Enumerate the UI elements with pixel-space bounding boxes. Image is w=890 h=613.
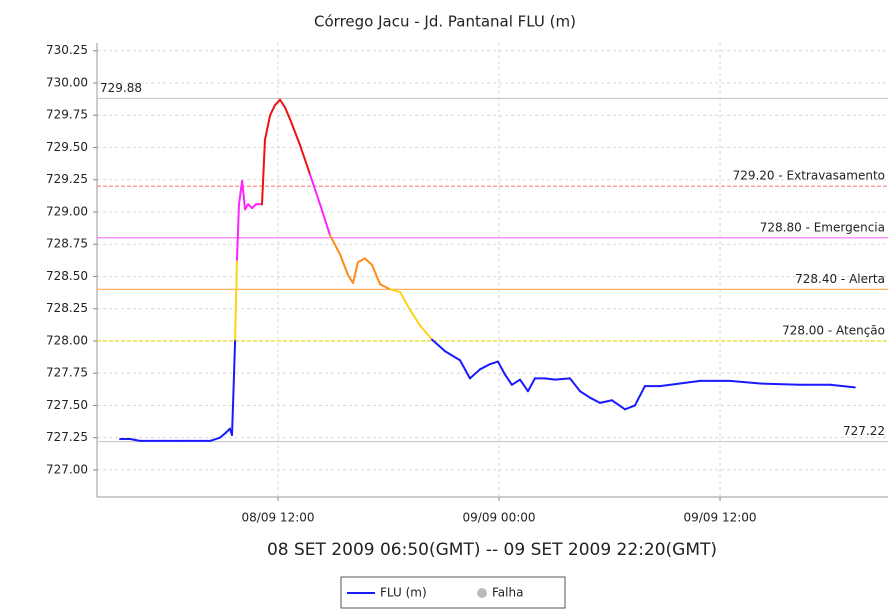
line-segment [339,253,350,277]
line-segment [209,436,222,442]
line-segment [444,350,461,362]
line-segment [468,368,482,380]
x-tick-label: 09/09 00:00 [463,511,536,525]
legend-label: FLU (m) [380,586,427,600]
line-segment [234,258,238,341]
line-segment [598,399,613,404]
y-tick-label: 728.00 [46,333,88,347]
y-tick-label: 730.25 [46,43,88,57]
line-segment [526,377,536,393]
line-segment [589,396,601,404]
line-segment [389,288,401,293]
line-segment [610,399,627,411]
line-segment [230,401,235,437]
line-segment [219,431,228,439]
line-segment [510,378,522,386]
threshold-label: 728.40 - Alerta [795,272,885,286]
y-tick-label: 728.50 [46,269,88,283]
y-tick-label: 727.75 [46,366,88,380]
x-tick-label: 08/09 12:00 [242,511,315,525]
line-segment [241,180,247,211]
line-segment [347,274,354,284]
line-segment [363,257,373,266]
x-tick-label: 09/09 12:00 [684,511,757,525]
line-segment [328,234,342,256]
chart-title: Córrego Jacu - Jd. Pantanal FLU (m) [314,13,576,31]
line-segment [274,98,282,106]
line-segment [544,377,557,381]
threshold-label: 728.80 - Emergencia [760,220,885,234]
line-segment [319,203,331,237]
line-segment [356,257,366,264]
line-segment [419,324,434,341]
line-segment [828,383,856,389]
line-segment [503,373,513,386]
chart-subtitle: 08 SET 2009 06:50(GMT) -- 09 SET 2009 22… [267,540,717,560]
line-segment [728,379,762,385]
threshold-label: 728.00 - Atenção [782,323,885,337]
line-segment [458,359,471,380]
y-tick-label: 729.75 [46,108,88,122]
legend-box [340,576,566,609]
y-tick-label: 728.75 [46,237,88,251]
line-segment [633,385,646,407]
line-segment [659,382,681,388]
line-segment [279,98,287,109]
legend-swatch [477,588,487,598]
line-segment [351,261,359,284]
y-tick-label: 727.00 [46,462,88,476]
line-segment [431,338,447,353]
line-segment [409,308,422,327]
y-tick-label: 728.25 [46,301,88,315]
line-segment [519,378,529,393]
line-segment [261,138,266,206]
line-segment [309,173,322,206]
y-tick-label: 729.50 [46,140,88,154]
line-segment [129,437,142,442]
line-segment [269,103,277,117]
line-segment [489,360,499,366]
line-segment [232,338,237,404]
y-tick-label: 729.00 [46,204,88,218]
line-segment [263,114,272,141]
line-segment [579,390,592,399]
line-segment [284,106,292,121]
line-segment [479,363,492,371]
y-tick-label: 729.25 [46,172,88,186]
line-segment [568,377,582,393]
line-segment [624,404,636,411]
line-segment [235,203,240,261]
line-segment [298,143,312,176]
line-segment [370,263,382,286]
threshold-label: 729.88 [100,81,142,95]
line-segment [289,118,301,146]
line-segment [554,377,571,381]
line-segment [678,379,701,385]
threshold-label: 729.20 - Extravasamento [733,169,885,183]
legend-label: Falha [492,586,523,600]
line-segment [759,382,801,386]
line-segment [496,360,506,376]
line-segment [398,290,412,311]
line-segment [379,283,392,291]
threshold-label: 727.22 [843,424,885,438]
y-tick-label: 730.00 [46,75,88,89]
y-tick-label: 727.50 [46,398,88,412]
y-tick-label: 727.25 [46,430,88,444]
